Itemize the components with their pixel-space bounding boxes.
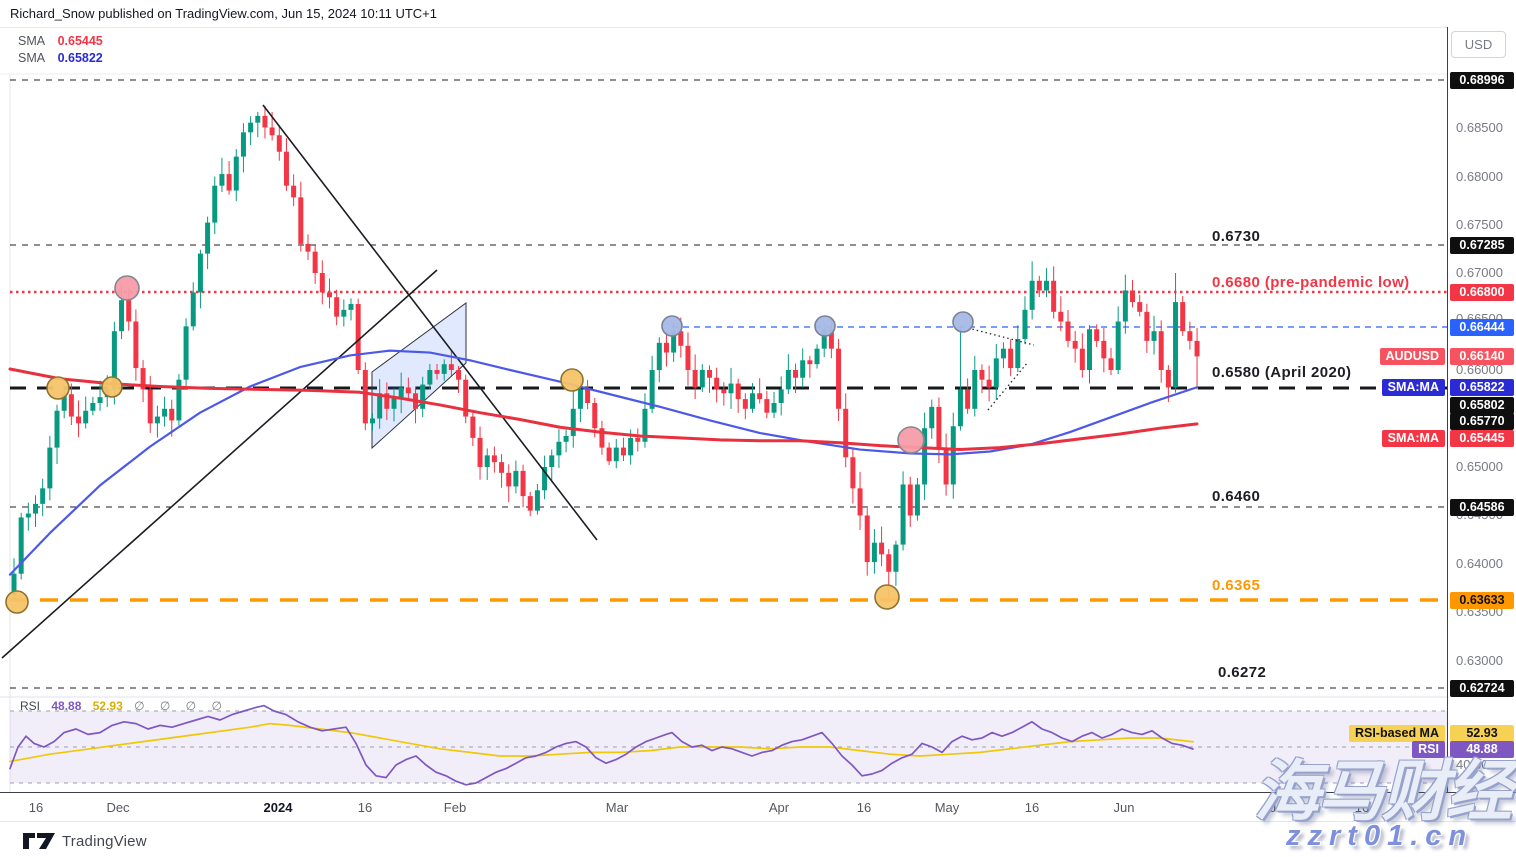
publish-caption: Richard_Snow published on TradingView.co… [10,6,437,21]
time-axis-tick: Mar [605,800,629,815]
orange-marker-circle[interactable] [5,590,29,614]
time-axis-tick: 16 [357,800,373,815]
sma-label: SMA [18,51,46,65]
title-bar: Richard_Snow published on TradingView.co… [0,0,1516,28]
time-axis-tick: Dec [106,800,130,815]
currency-toggle-button[interactable]: USD [1451,31,1506,58]
price-level-label: 0.6272 [1218,664,1267,681]
blue-marker-circle[interactable] [661,315,683,337]
axis-scale-label: 0.67500 [1456,217,1503,232]
sma-legend-row: SMA 0.65445 [18,33,103,50]
sma-value: 0.65445 [57,34,103,48]
axis-price-badge: 0.67285 [1450,236,1514,254]
rsi-ma-value: 52.93 [92,699,123,713]
time-axis-tick: 16 [28,800,44,815]
pink-marker-circle[interactable] [114,275,140,301]
sma-label: SMA [18,34,46,48]
series-tag-badge: RSI [1412,740,1445,758]
time-axis-tick: May [934,800,960,815]
time-axis-tick: Jun [1113,800,1135,815]
orange-marker-circle[interactable] [46,376,70,400]
axis-scale-label: 0.68000 [1456,169,1503,184]
rsi-label: RSI [20,699,41,713]
axis-price-badge: 0.66800 [1450,283,1514,301]
orange-marker-circle[interactable] [874,584,900,610]
price-axis[interactable]: 0.685000.680000.675000.670000.665000.660… [1447,27,1516,820]
time-axis-tick: 2024 [263,800,293,815]
series-tag-badge: AUDUSD [1379,347,1445,365]
orange-marker-circle[interactable] [560,368,584,392]
axis-scale-label: 0.68500 [1456,120,1503,135]
axis-scale-label: 0.63000 [1456,653,1503,668]
axis-scale-label: 0.64000 [1456,556,1503,571]
tradingview-logo-icon[interactable] [22,832,56,850]
time-axis-tick: 16 [1024,800,1040,815]
axis-scale-label: 0.66000 [1456,362,1503,377]
rsi-value: 48.88 [51,699,82,713]
axis-scale-label: 0.67000 [1456,265,1503,280]
watermark-url: zzrt01.cn [1286,820,1474,852]
axis-price-badge: 0.62724 [1450,679,1514,697]
time-axis-tick: 16 [856,800,872,815]
tradingview-brand-text[interactable]: TradingView [62,833,147,850]
time-axis-tick: 16 [1354,800,1370,815]
axis-price-badge: 0.66140 [1450,347,1514,365]
rsi-empty-params: ∅ ∅ ∅ ∅ [134,699,228,713]
indicator-legend[interactable]: SMA 0.65445 SMA 0.65822 [18,33,103,67]
axis-price-badge: 0.65822 [1450,378,1514,396]
series-tag-badge: SMA:MA [1381,378,1445,396]
blue-marker-circle[interactable] [814,315,836,337]
time-axis-tick: Feb [443,800,467,815]
price-level-label: 0.6580 (April 2020) [1212,364,1352,381]
time-axis-tick: Jul [1269,800,1287,815]
axis-price-badge: 0.65770 [1450,412,1514,430]
series-tag-badge: RSI-based MA [1348,724,1445,742]
time-axis[interactable]: 16 Dec 2024 16 Feb Mar Apr 16 May 16 Jun Jul 16 [0,792,1516,822]
axis-price-badge: 0.63633 [1450,591,1514,609]
price-level-label: 0.6680 (pre-pandemic low) [1212,274,1410,291]
axis-price-badge: 0.65445 [1450,429,1514,447]
footer-bar: TradingView [0,821,1516,857]
series-tag-badge: SMA:MA [1381,429,1445,447]
price-level-label: 0.6365 [1212,577,1261,594]
blue-marker-circle[interactable] [952,311,974,333]
axis-price-badge: 0.64586 [1450,498,1514,516]
axis-price-badge: 0.65802 [1450,396,1514,414]
axis-price-badge: 0.68996 [1450,71,1514,89]
axis-price-badge: 0.66444 [1450,318,1514,336]
axis-price-badge: 48.88 [1450,740,1514,758]
time-axis-tick: Apr [768,800,790,815]
axis-scale-label: 0.65000 [1456,459,1503,474]
pink-marker-circle[interactable] [897,426,925,454]
watermark-chinese: 海马财经 [1254,754,1512,828]
price-level-label: 0.6460 [1212,488,1261,505]
axis-scale-label: 40.00 [1456,757,1489,772]
price-level-label: 0.6730 [1212,228,1261,245]
orange-marker-circle[interactable] [101,376,123,398]
sma-value: 0.65822 [57,51,103,65]
sma-legend-row: SMA 0.65822 [18,50,103,67]
rsi-legend[interactable]: RSI 48.88 52.93 ∅ ∅ ∅ ∅ [20,699,236,713]
axis-price-badge: 52.93 [1450,724,1514,742]
